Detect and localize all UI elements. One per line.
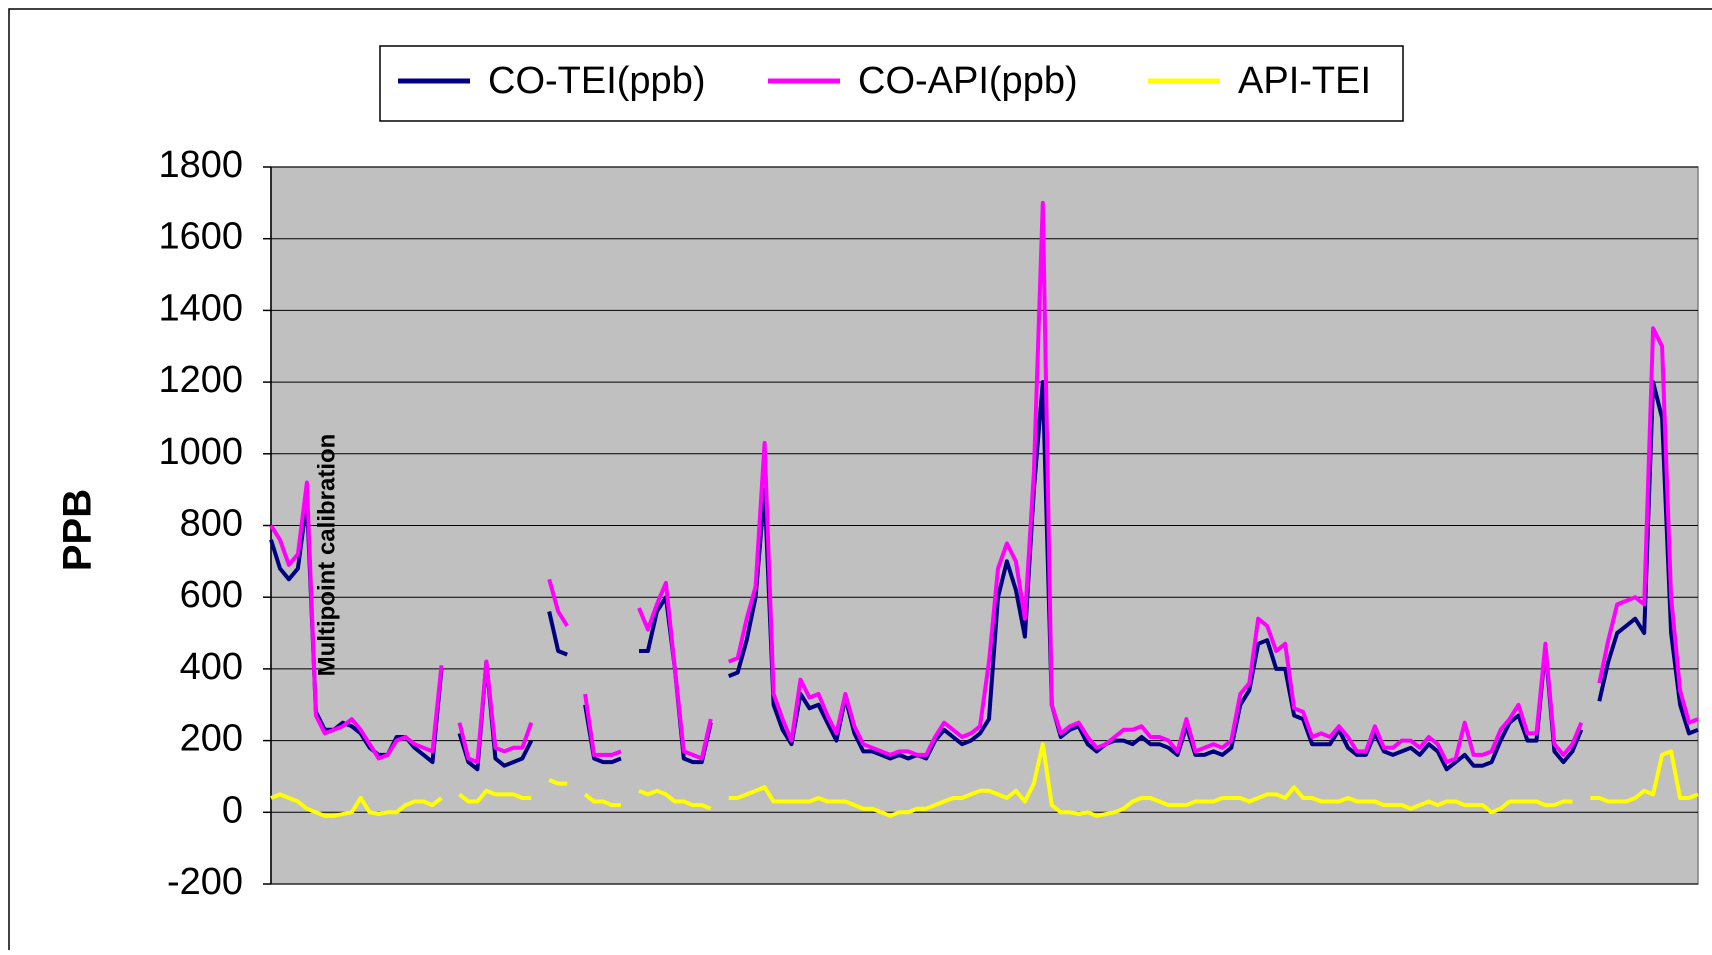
y-tick-label: 400 [180,646,243,688]
series-line [727,200,1584,765]
y-tick-label: 0 [222,789,243,831]
series-line [269,480,444,761]
y-tick-label: 800 [180,503,243,545]
legend-label: CO-API(ppb) [858,60,1078,102]
series-line [1597,326,1699,725]
y-tick-label: 600 [180,574,243,616]
series-line [638,788,712,811]
series-line [269,498,444,765]
series-line [728,742,1573,818]
series-line [637,580,713,761]
series-line [547,611,568,657]
series-line [727,380,1584,772]
series-line [1590,749,1699,804]
series-line [270,792,443,818]
legend-label: API-TEI [1238,60,1371,102]
y-tick-label: 1200 [158,359,243,401]
series-line [457,659,534,765]
y-tick-label: 1400 [158,287,243,329]
y-tick-label: 1000 [158,431,243,473]
series-line [458,788,532,804]
series-line [547,578,569,627]
series-line [457,659,534,772]
series-line [548,778,568,786]
legend-label: CO-TEI(ppb) [488,60,705,102]
y-tick-label: 1800 [158,144,243,186]
y-tick-label: -200 [167,861,243,903]
series-line [583,792,621,808]
legend-box [379,45,1404,122]
y-axis-title: PPB [56,489,100,571]
series-line [583,693,622,757]
annotation: Multipoint calibration [313,434,340,677]
y-tick-label: 200 [180,718,243,760]
y-tick-label: 1600 [158,216,243,258]
